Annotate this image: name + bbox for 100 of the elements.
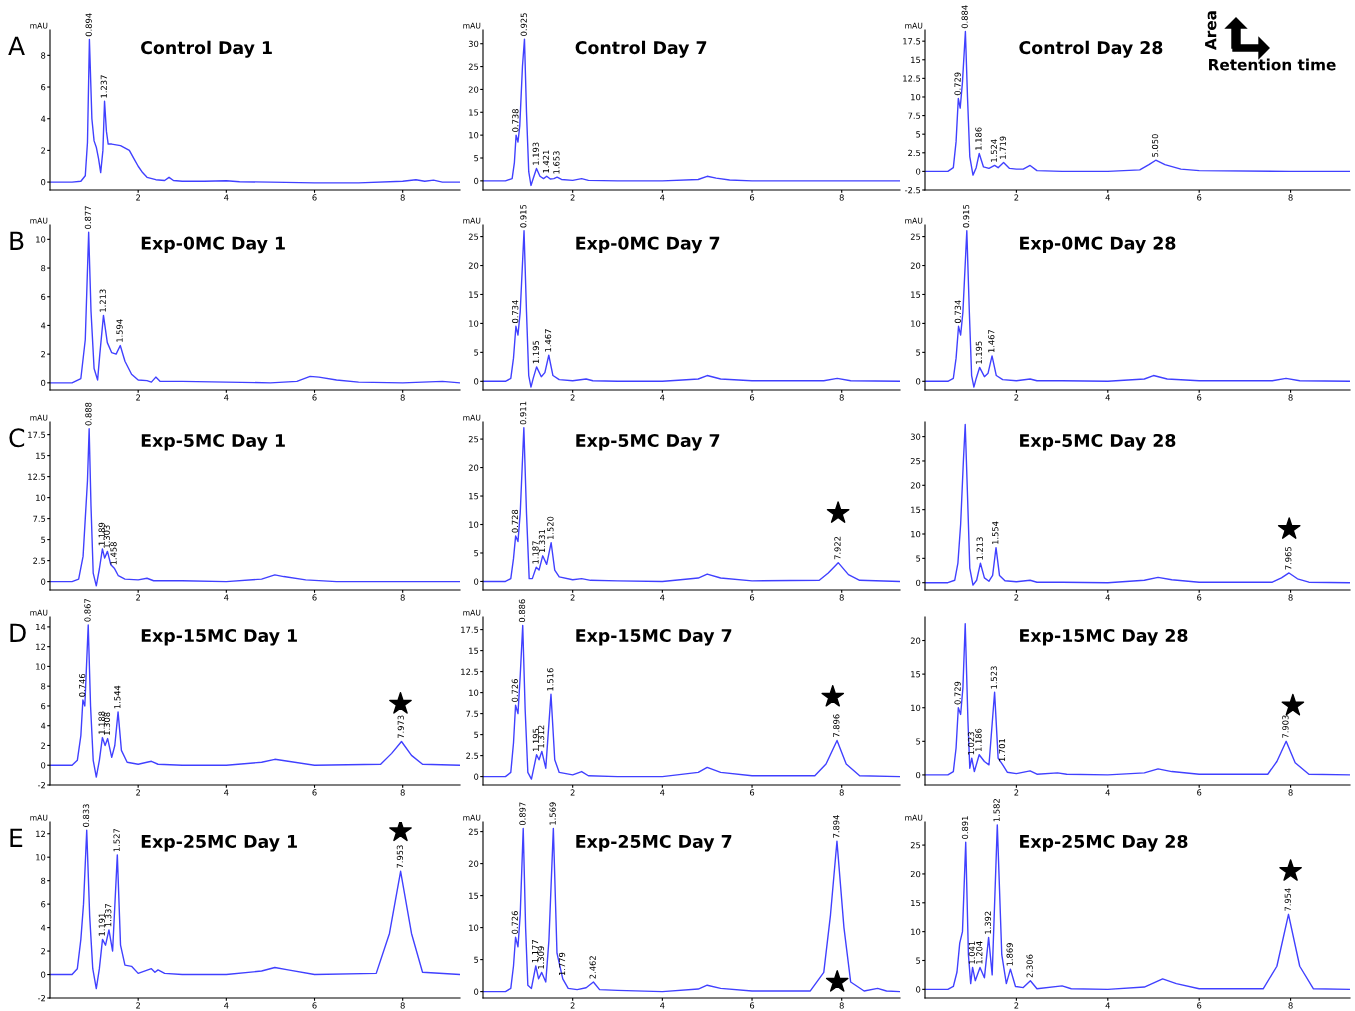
y-tick-label: 0 bbox=[41, 578, 46, 585]
y-tick-label: 6 bbox=[41, 702, 46, 710]
y-tick-label: 15 bbox=[469, 291, 479, 298]
text: Exp-15MC Day 28 bbox=[1020, 628, 1188, 646]
annotation: 1.237 bbox=[100, 75, 107, 98]
x-tick-label: 6 bbox=[749, 789, 755, 796]
y-tick-label: 25 bbox=[910, 842, 921, 849]
annotation: 0.726 bbox=[511, 911, 518, 934]
annotation: 1.779 bbox=[558, 952, 566, 976]
x-tick-label: 2 bbox=[570, 394, 575, 401]
text: B bbox=[10, 231, 24, 250]
x-tick-label: 8 bbox=[1288, 1002, 1293, 1009]
x-tick-label: 8 bbox=[400, 1002, 405, 1009]
annotation: 0.884 bbox=[961, 5, 968, 29]
x-tick-label: 2 bbox=[136, 194, 140, 201]
annotation: 1.458 bbox=[110, 542, 117, 565]
y-tick-label: 10 bbox=[911, 93, 921, 101]
y-tick-label: 0 bbox=[916, 579, 921, 586]
annotation: 0.833 bbox=[82, 804, 90, 827]
y-tick-label: 2 bbox=[41, 147, 45, 154]
annotation: 0.911 bbox=[519, 401, 527, 425]
annotation: 1.392 bbox=[984, 911, 992, 934]
x-tick-label: 4 bbox=[660, 789, 665, 796]
line-series bbox=[925, 623, 1350, 776]
x-tick-label: 8 bbox=[400, 394, 405, 401]
y-tick-label: 15 bbox=[911, 671, 921, 678]
annotation: 1.186 bbox=[975, 127, 982, 150]
y-tick-label: 20 bbox=[910, 870, 921, 878]
y-tick-label: 17.5 bbox=[461, 626, 479, 633]
y-tick-label: 5 bbox=[916, 131, 921, 138]
x-tick-label: 8 bbox=[1288, 594, 1293, 601]
y-tick-label: 20 bbox=[910, 482, 921, 489]
annotation: 7.973 bbox=[397, 715, 404, 739]
y-tick-label: 12.5 bbox=[461, 668, 479, 675]
y-tick-label: 8 bbox=[41, 52, 46, 59]
x-tick-label: 4 bbox=[660, 394, 665, 401]
line-series bbox=[50, 231, 460, 384]
x-tick-label: 8 bbox=[1288, 394, 1293, 401]
x-tick-label: 8 bbox=[839, 594, 844, 601]
y-tick-label: 15 bbox=[911, 506, 921, 513]
annotation: 1.653 bbox=[553, 151, 560, 174]
annotation: 7.903 bbox=[1282, 715, 1289, 738]
y-tick-label: 2.5 bbox=[908, 149, 921, 157]
annotation: 1.554 bbox=[992, 521, 999, 544]
annotation: 1.195 bbox=[975, 341, 983, 364]
y-tick-label: 10 bbox=[469, 521, 479, 528]
x-tick-label: 6 bbox=[1197, 1002, 1202, 1009]
annotation: 1.869 bbox=[1006, 943, 1013, 966]
annotation: 1.312 bbox=[537, 725, 545, 748]
y-tick-label: 4 bbox=[40, 722, 46, 729]
text: Exp-5MC Day 7 bbox=[576, 433, 720, 451]
y-tick-label: 0 bbox=[41, 179, 46, 186]
annotation: 1.177 bbox=[532, 940, 539, 963]
x-tick-label: 4 bbox=[660, 194, 665, 201]
y-tick-label: 20 bbox=[468, 86, 479, 93]
line-series bbox=[925, 423, 1350, 586]
x-tick-label: 4 bbox=[224, 1002, 229, 1009]
y-tick-label: 17.5 bbox=[28, 431, 46, 438]
annotation: 7.922 bbox=[834, 536, 841, 560]
x-tick-label: 4 bbox=[224, 789, 229, 796]
annotation: 0.867 bbox=[84, 598, 91, 622]
x-tick-label: 8 bbox=[1288, 789, 1293, 796]
y-tick-label: 5 bbox=[916, 349, 921, 356]
annotation: 1.719 bbox=[999, 136, 1006, 159]
y-tick-label: 15 bbox=[911, 56, 921, 64]
y-tick-label: 8 bbox=[41, 683, 46, 690]
y-tick-label: 10 bbox=[36, 236, 46, 243]
text: Exp-0MC Day 7 bbox=[576, 236, 720, 254]
annotation: 0.734 bbox=[954, 300, 961, 323]
x-tick-label: 6 bbox=[312, 789, 317, 796]
y-tick-label: 17.5 bbox=[903, 38, 921, 45]
x-tick-label: 6 bbox=[749, 594, 755, 601]
text: Control Day 28 bbox=[1019, 40, 1163, 58]
x-tick-label: 6 bbox=[1197, 594, 1202, 601]
line-series bbox=[483, 38, 900, 187]
annotation: 0.877 bbox=[84, 206, 92, 229]
annotation: 2.462 bbox=[589, 956, 596, 979]
y-tick-label: 12.5 bbox=[28, 473, 46, 480]
annotation: 0.915 bbox=[962, 204, 970, 228]
text: E bbox=[10, 828, 23, 847]
y-tick-label: 10 bbox=[911, 320, 921, 327]
annotation: 1.701 bbox=[998, 738, 1006, 762]
text: Exp-5MC Day 28 bbox=[1020, 433, 1176, 451]
y-tick-label: 15 bbox=[911, 291, 921, 298]
text: Exp-15MC Day 7 bbox=[576, 628, 732, 646]
x-tick-label: 6 bbox=[1197, 789, 1202, 796]
x-tick-label: 4 bbox=[224, 194, 229, 201]
annotation: 1.187 bbox=[532, 541, 539, 564]
annotation: 0.886 bbox=[518, 599, 526, 623]
y-tick-label: 14 bbox=[36, 623, 46, 631]
line-series bbox=[50, 624, 460, 778]
annotation: 0.891 bbox=[961, 816, 969, 839]
annotation: 0.888 bbox=[85, 402, 92, 426]
y-tick-label: 0 bbox=[474, 378, 479, 385]
y-tick-label: 5 bbox=[916, 738, 921, 745]
annotation: 7.953 bbox=[396, 845, 404, 868]
x-tick-label: 2 bbox=[570, 1002, 575, 1009]
annotation: 1.520 bbox=[547, 516, 554, 540]
y-tick-label: 10 bbox=[36, 663, 46, 670]
text: Exp-5MC Day 1 bbox=[141, 433, 285, 451]
